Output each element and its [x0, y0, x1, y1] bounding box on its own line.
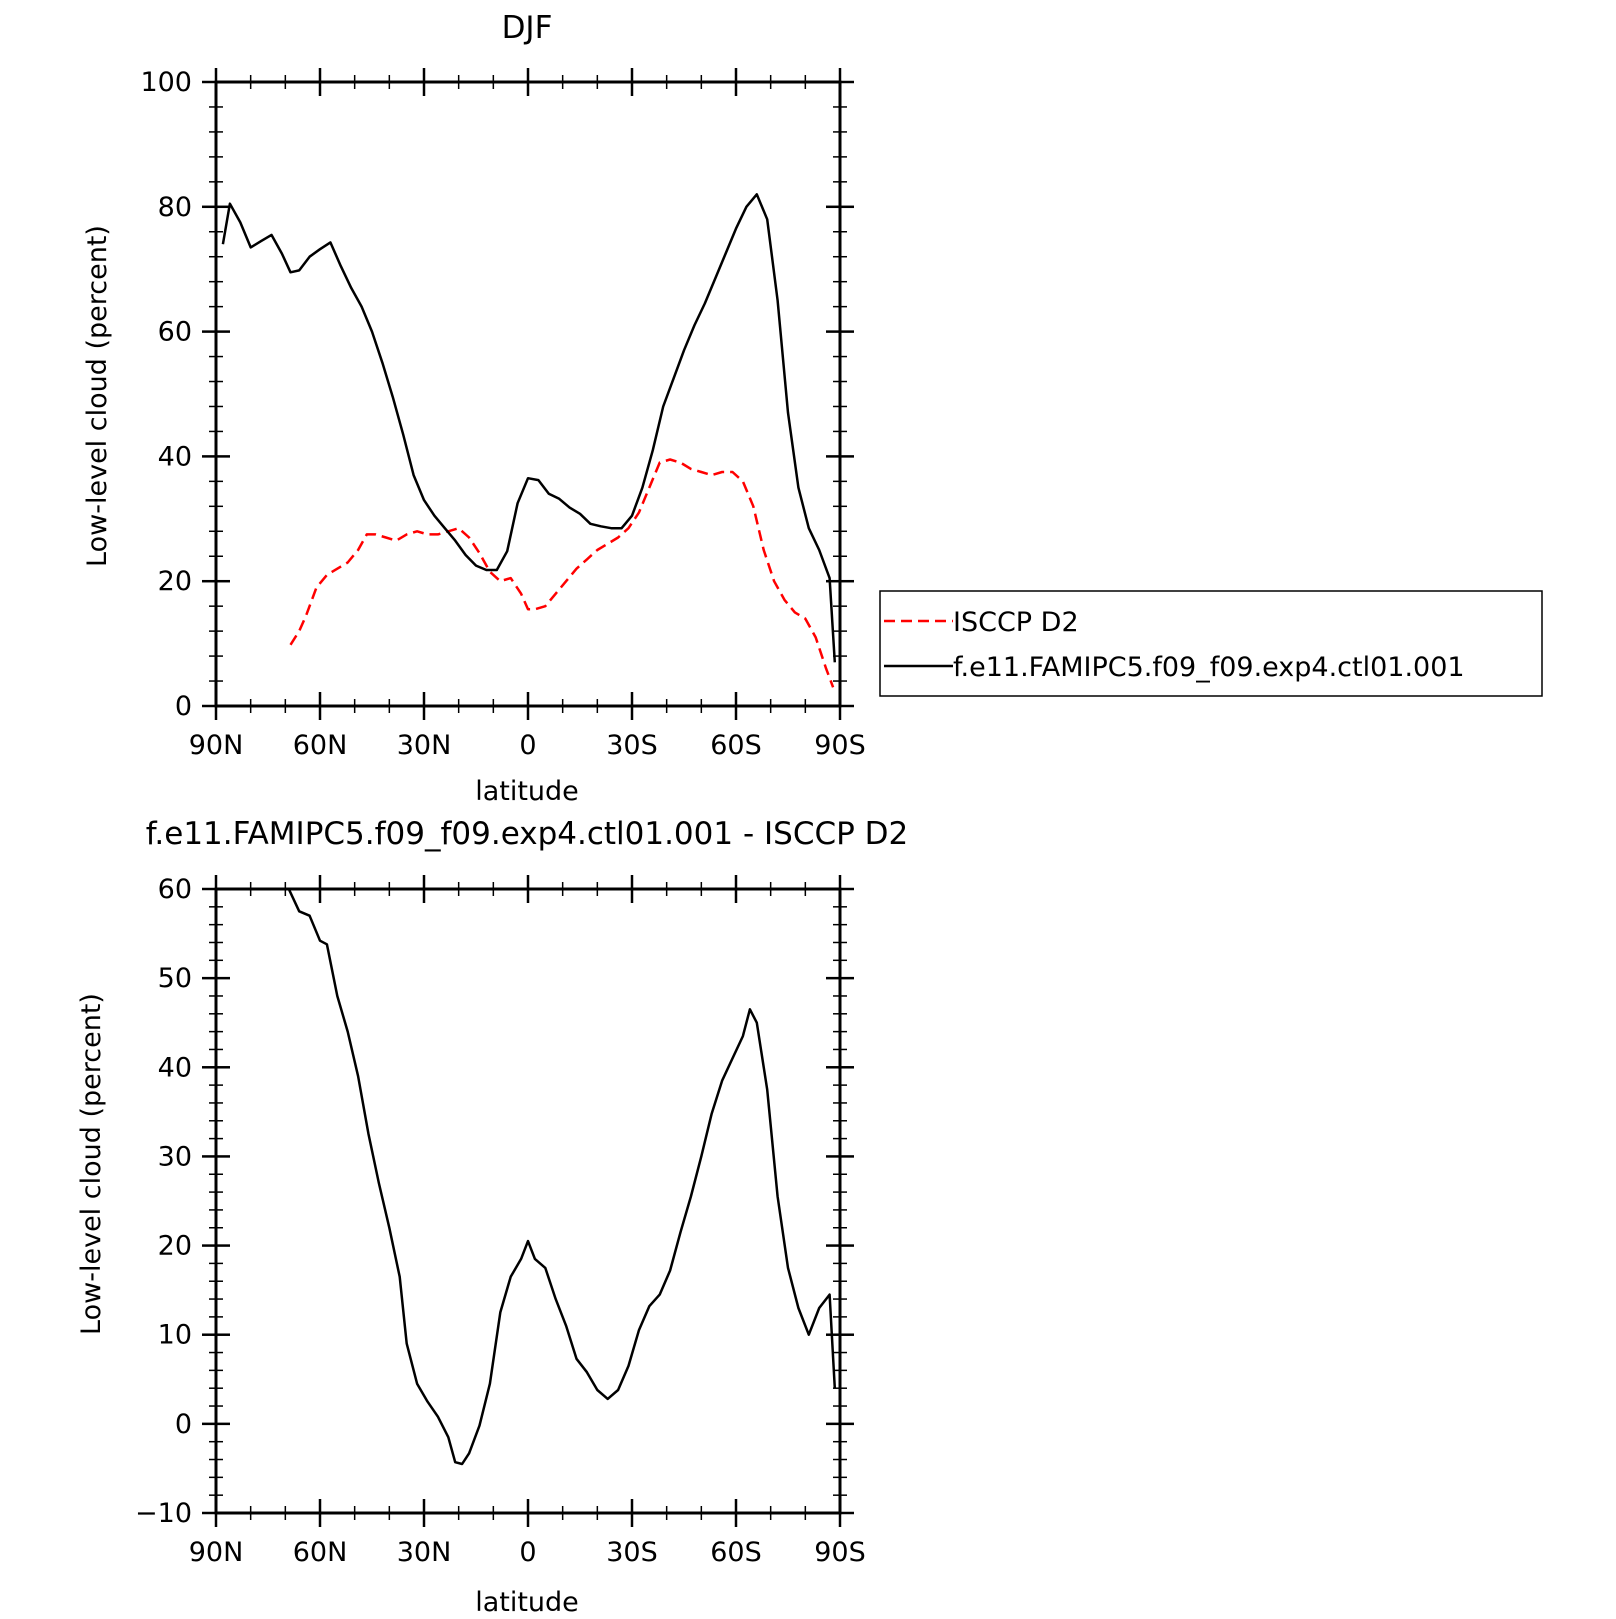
chart-title: DJF: [502, 10, 553, 46]
x-tick-label: 60N: [293, 730, 348, 761]
x-tick-label: 60S: [710, 730, 762, 761]
djf-panel: DJF latitude Low-level cloud (percent) 0…: [82, 10, 866, 807]
legend: ISCCP D2 f.e11.FAMIPC5.f09_f09.exp4.ctl0…: [879, 590, 1543, 697]
difference-panel: f.e11.FAMIPC5.f09_f09.exp4.ctl01.001 - I…: [76, 816, 908, 1618]
y-tick-label: −10: [135, 1498, 192, 1529]
y-axis-title: Low-level cloud (percent): [82, 225, 113, 567]
y-tick-label: 60: [158, 874, 192, 905]
x-tick-label: 30S: [606, 1537, 658, 1568]
y-tick-label: 80: [158, 192, 192, 223]
y-tick-label: 0: [175, 691, 192, 722]
y-tick-label: 30: [158, 1141, 192, 1172]
y-tick-label: 0: [175, 1409, 192, 1440]
y-tick-label: 60: [158, 317, 192, 348]
x-tick-label: 30N: [397, 1537, 452, 1568]
series-line-model: [221, 193, 837, 663]
y-tick-label: 50: [158, 963, 192, 994]
x-axis-title: latitude: [475, 776, 579, 807]
x-tick-label: 90S: [814, 730, 866, 761]
legend-label-model: f.e11.FAMIPC5.f09_f09.exp4.ctl01.001: [953, 652, 1465, 683]
x-tick-label: 0: [519, 1537, 536, 1568]
y-tick-label: 20: [158, 1231, 192, 1262]
x-tick-label: 90S: [814, 1537, 866, 1568]
x-tick-label: 60S: [710, 1537, 762, 1568]
y-tick-label: 40: [158, 1052, 192, 1083]
plot-frame: [214, 887, 842, 1515]
x-tick-label: 60N: [293, 1537, 348, 1568]
y-tick-label: 40: [158, 441, 192, 472]
x-tick-label: 90N: [189, 1537, 244, 1568]
x-tick-label: 90N: [189, 730, 244, 761]
y-tick-label: 100: [140, 67, 192, 98]
series-line-model: [287, 889, 837, 1466]
y-tick-label: 20: [158, 566, 192, 597]
series-line-isccp: [289, 458, 835, 688]
x-axis-title: latitude: [475, 1587, 579, 1618]
chart-title: f.e11.FAMIPC5.f09_f09.exp4.ctl01.001 - I…: [146, 816, 909, 852]
y-tick-label: 10: [158, 1320, 192, 1351]
x-tick-label: 30N: [397, 730, 452, 761]
x-tick-label: 30S: [606, 730, 658, 761]
legend-box: [879, 590, 1543, 697]
y-axis-title: Low-level cloud (percent): [76, 993, 107, 1335]
plot-frame: [214, 80, 842, 708]
x-tick-label: 0: [519, 730, 536, 761]
legend-label-isccp: ISCCP D2: [953, 607, 1079, 638]
